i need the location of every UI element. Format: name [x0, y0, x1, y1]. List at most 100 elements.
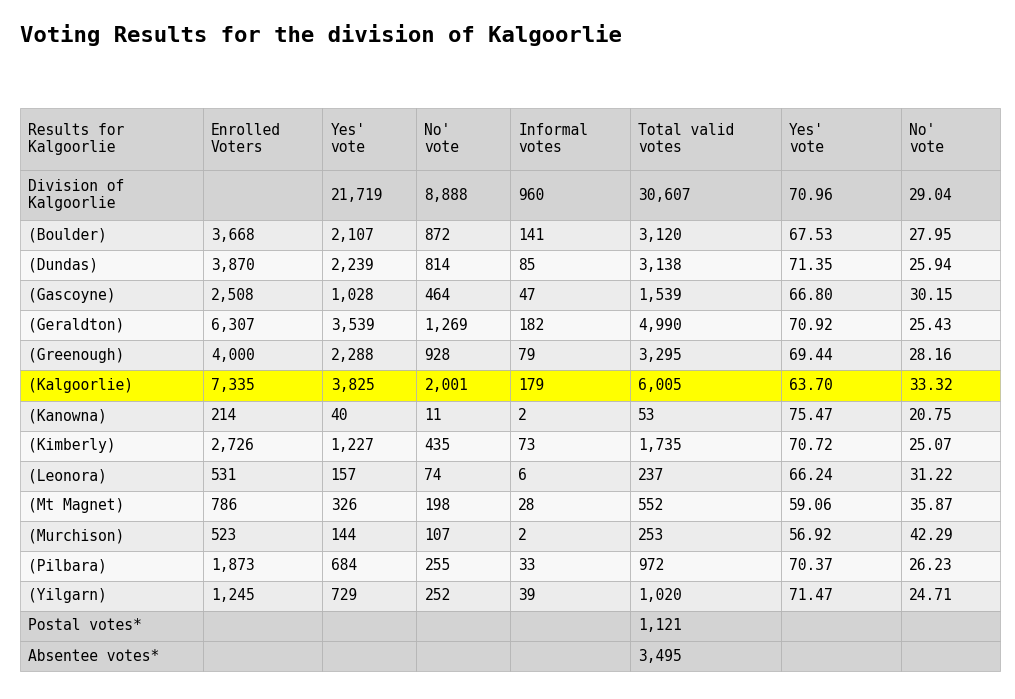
Text: 182: 182: [518, 318, 544, 333]
FancyBboxPatch shape: [203, 581, 323, 611]
FancyBboxPatch shape: [510, 641, 630, 671]
Text: 2,288: 2,288: [331, 348, 375, 363]
Text: 255: 255: [424, 559, 451, 573]
FancyBboxPatch shape: [323, 641, 416, 671]
FancyBboxPatch shape: [20, 310, 203, 340]
FancyBboxPatch shape: [630, 521, 781, 551]
FancyBboxPatch shape: [900, 108, 1000, 170]
Text: 3,120: 3,120: [638, 228, 682, 243]
FancyBboxPatch shape: [900, 611, 1000, 641]
Text: 1,539: 1,539: [638, 288, 682, 303]
FancyBboxPatch shape: [781, 431, 900, 461]
FancyBboxPatch shape: [510, 310, 630, 340]
Text: 25.07: 25.07: [908, 438, 953, 453]
FancyBboxPatch shape: [416, 641, 510, 671]
Text: 252: 252: [424, 589, 451, 603]
FancyBboxPatch shape: [900, 461, 1000, 491]
FancyBboxPatch shape: [900, 280, 1000, 310]
FancyBboxPatch shape: [203, 401, 323, 431]
FancyBboxPatch shape: [203, 641, 323, 671]
FancyBboxPatch shape: [630, 641, 781, 671]
Text: 25.43: 25.43: [908, 318, 953, 333]
Text: 6: 6: [518, 468, 527, 483]
FancyBboxPatch shape: [630, 370, 781, 401]
FancyBboxPatch shape: [900, 431, 1000, 461]
FancyBboxPatch shape: [630, 108, 781, 170]
FancyBboxPatch shape: [203, 551, 323, 581]
Text: (Dundas): (Dundas): [28, 258, 98, 273]
FancyBboxPatch shape: [323, 551, 416, 581]
Text: 28: 28: [518, 498, 536, 513]
Text: 79: 79: [518, 348, 536, 363]
Text: Yes'
vote: Yes' vote: [331, 123, 365, 155]
Text: 729: 729: [331, 589, 357, 603]
FancyBboxPatch shape: [20, 220, 203, 250]
Text: 69.44: 69.44: [789, 348, 833, 363]
Text: 21,719: 21,719: [331, 187, 383, 203]
Text: 6,005: 6,005: [638, 378, 682, 393]
Text: 70.92: 70.92: [789, 318, 833, 333]
FancyBboxPatch shape: [20, 581, 203, 611]
Text: 1,227: 1,227: [331, 438, 375, 453]
Text: 73: 73: [518, 438, 536, 453]
FancyBboxPatch shape: [781, 581, 900, 611]
FancyBboxPatch shape: [510, 491, 630, 521]
FancyBboxPatch shape: [781, 310, 900, 340]
FancyBboxPatch shape: [630, 220, 781, 250]
Text: 214: 214: [211, 408, 238, 423]
Text: No'
vote: No' vote: [424, 123, 460, 155]
Text: 960: 960: [518, 187, 544, 203]
FancyBboxPatch shape: [20, 340, 203, 370]
FancyBboxPatch shape: [510, 370, 630, 401]
FancyBboxPatch shape: [323, 340, 416, 370]
FancyBboxPatch shape: [416, 551, 510, 581]
FancyBboxPatch shape: [781, 401, 900, 431]
Text: 179: 179: [518, 378, 544, 393]
FancyBboxPatch shape: [20, 551, 203, 581]
FancyBboxPatch shape: [20, 641, 203, 671]
FancyBboxPatch shape: [900, 641, 1000, 671]
FancyBboxPatch shape: [416, 250, 510, 280]
FancyBboxPatch shape: [781, 521, 900, 551]
FancyBboxPatch shape: [416, 581, 510, 611]
FancyBboxPatch shape: [203, 370, 323, 401]
Text: 1,020: 1,020: [638, 589, 682, 603]
FancyBboxPatch shape: [630, 431, 781, 461]
FancyBboxPatch shape: [630, 250, 781, 280]
Text: 972: 972: [638, 559, 664, 573]
Text: 63.70: 63.70: [789, 378, 833, 393]
FancyBboxPatch shape: [510, 431, 630, 461]
FancyBboxPatch shape: [416, 280, 510, 310]
Text: 1,735: 1,735: [638, 438, 682, 453]
Text: (Greenough): (Greenough): [28, 348, 125, 363]
FancyBboxPatch shape: [781, 461, 900, 491]
Text: 33.32: 33.32: [908, 378, 953, 393]
FancyBboxPatch shape: [20, 491, 203, 521]
FancyBboxPatch shape: [20, 170, 203, 220]
Text: 39: 39: [518, 589, 536, 603]
Text: (Kanowna): (Kanowna): [28, 408, 108, 423]
Text: 2,508: 2,508: [211, 288, 255, 303]
Text: 4,990: 4,990: [638, 318, 682, 333]
Text: Division of
Kalgoorlie: Division of Kalgoorlie: [28, 179, 125, 211]
Text: Enrolled
Voters: Enrolled Voters: [211, 123, 281, 155]
Text: 56.92: 56.92: [789, 528, 833, 543]
FancyBboxPatch shape: [323, 521, 416, 551]
FancyBboxPatch shape: [630, 280, 781, 310]
FancyBboxPatch shape: [416, 170, 510, 220]
Text: 326: 326: [331, 498, 357, 513]
Text: 435: 435: [424, 438, 451, 453]
Text: 85: 85: [518, 258, 536, 273]
Text: (Leonora): (Leonora): [28, 468, 108, 483]
Text: 7,335: 7,335: [211, 378, 255, 393]
FancyBboxPatch shape: [630, 551, 781, 581]
Text: Total valid
votes: Total valid votes: [638, 123, 734, 155]
Text: 31.22: 31.22: [908, 468, 953, 483]
Text: 2,726: 2,726: [211, 438, 255, 453]
Text: 1,028: 1,028: [331, 288, 375, 303]
FancyBboxPatch shape: [781, 280, 900, 310]
Text: 4,000: 4,000: [211, 348, 255, 363]
FancyBboxPatch shape: [203, 340, 323, 370]
FancyBboxPatch shape: [323, 370, 416, 401]
Text: 66.24: 66.24: [789, 468, 833, 483]
